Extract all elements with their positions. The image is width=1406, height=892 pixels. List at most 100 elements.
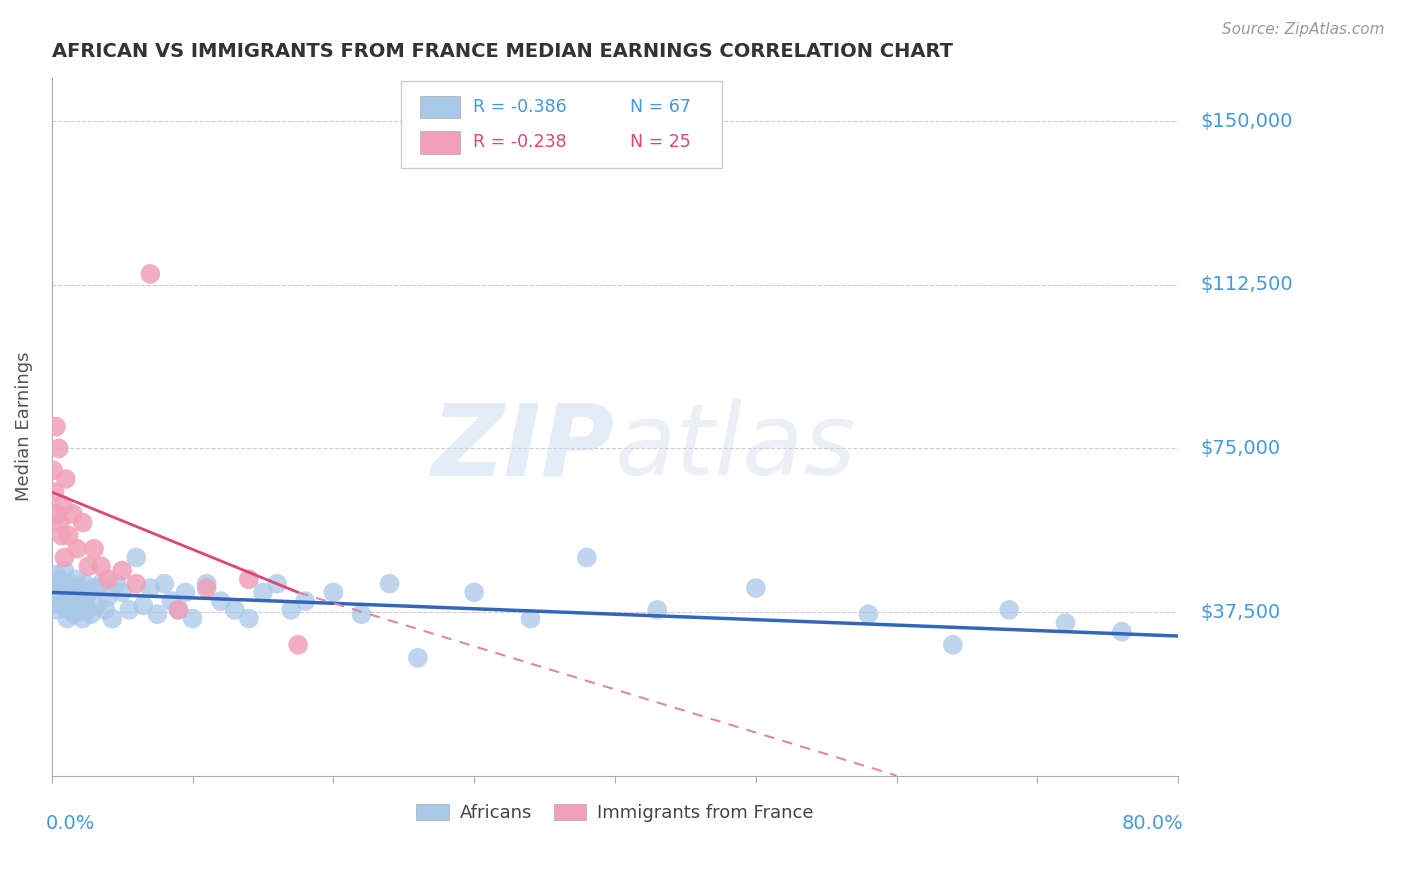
Point: [111, 564, 134, 578]
Point: [90, 576, 112, 591]
Text: Source: ZipAtlas.com: Source: ZipAtlas.com: [1222, 22, 1385, 37]
Point: [1054, 615, 1077, 630]
Point: [49, 516, 72, 530]
Point: [62, 507, 84, 521]
Point: [51, 599, 73, 613]
Point: [406, 650, 429, 665]
Point: [105, 576, 128, 591]
Point: [48, 442, 70, 456]
Point: [111, 585, 134, 599]
Point: [195, 581, 218, 595]
Text: R = -0.238: R = -0.238: [472, 134, 567, 152]
FancyBboxPatch shape: [420, 131, 460, 153]
Point: [160, 594, 183, 608]
Point: [60, 585, 83, 599]
Point: [51, 529, 73, 543]
Point: [101, 611, 124, 625]
Point: [45, 419, 67, 434]
Point: [69, 603, 91, 617]
Point: [55, 472, 77, 486]
Point: [97, 590, 120, 604]
Point: [73, 576, 96, 591]
Point: [58, 529, 80, 543]
Point: [463, 585, 485, 599]
Point: [998, 603, 1021, 617]
Point: [1111, 624, 1133, 639]
Point: [44, 585, 66, 599]
Point: [575, 550, 598, 565]
Point: [167, 603, 190, 617]
Point: [858, 607, 880, 622]
Point: [942, 638, 965, 652]
Point: [59, 603, 82, 617]
Point: [42, 463, 65, 477]
Point: [63, 607, 86, 622]
Point: [53, 550, 76, 565]
Point: [86, 599, 108, 613]
Point: [322, 585, 344, 599]
Point: [139, 581, 162, 595]
Text: $37,500: $37,500: [1201, 602, 1281, 622]
Point: [66, 599, 89, 613]
Point: [42, 576, 65, 591]
Point: [280, 603, 302, 617]
Point: [46, 603, 69, 617]
Point: [83, 541, 105, 556]
Point: [238, 611, 260, 625]
Point: [65, 572, 87, 586]
Point: [195, 576, 218, 591]
Point: [83, 581, 105, 595]
Text: atlas: atlas: [614, 399, 856, 496]
Point: [76, 603, 98, 617]
Text: N = 25: N = 25: [630, 134, 690, 152]
Point: [52, 581, 75, 595]
Point: [52, 498, 75, 512]
Point: [72, 516, 94, 530]
Point: [167, 603, 190, 617]
Point: [209, 594, 232, 608]
Point: [45, 568, 67, 582]
Point: [294, 594, 316, 608]
Text: $150,000: $150,000: [1201, 112, 1294, 131]
Point: [97, 572, 120, 586]
Point: [174, 585, 197, 599]
Point: [125, 576, 148, 591]
Point: [645, 603, 668, 617]
Point: [66, 541, 89, 556]
Text: 80.0%: 80.0%: [1122, 814, 1184, 833]
Text: 0.0%: 0.0%: [46, 814, 96, 833]
Point: [146, 607, 169, 622]
Point: [55, 594, 77, 608]
Point: [519, 611, 541, 625]
Point: [49, 590, 72, 604]
Point: [53, 564, 76, 578]
Point: [72, 611, 94, 625]
Point: [745, 581, 768, 595]
Point: [181, 611, 204, 625]
Y-axis label: Median Earnings: Median Earnings: [15, 351, 32, 501]
Point: [252, 585, 274, 599]
Point: [77, 585, 100, 599]
Point: [139, 267, 162, 281]
FancyBboxPatch shape: [420, 95, 460, 119]
Point: [62, 594, 84, 608]
Point: [153, 576, 176, 591]
FancyBboxPatch shape: [401, 81, 721, 169]
Point: [80, 607, 103, 622]
Point: [67, 581, 90, 595]
Point: [238, 572, 260, 586]
Point: [56, 611, 79, 625]
Point: [46, 507, 69, 521]
Point: [132, 599, 155, 613]
Point: [224, 603, 246, 617]
Point: [77, 559, 100, 574]
Point: [44, 485, 66, 500]
Text: $75,000: $75,000: [1201, 439, 1281, 458]
Point: [287, 638, 309, 652]
Text: AFRICAN VS IMMIGRANTS FROM FRANCE MEDIAN EARNINGS CORRELATION CHART: AFRICAN VS IMMIGRANTS FROM FRANCE MEDIAN…: [52, 42, 953, 61]
Point: [75, 594, 97, 608]
Point: [350, 607, 373, 622]
Point: [58, 576, 80, 591]
Point: [94, 603, 117, 617]
Text: R = -0.386: R = -0.386: [472, 98, 567, 116]
